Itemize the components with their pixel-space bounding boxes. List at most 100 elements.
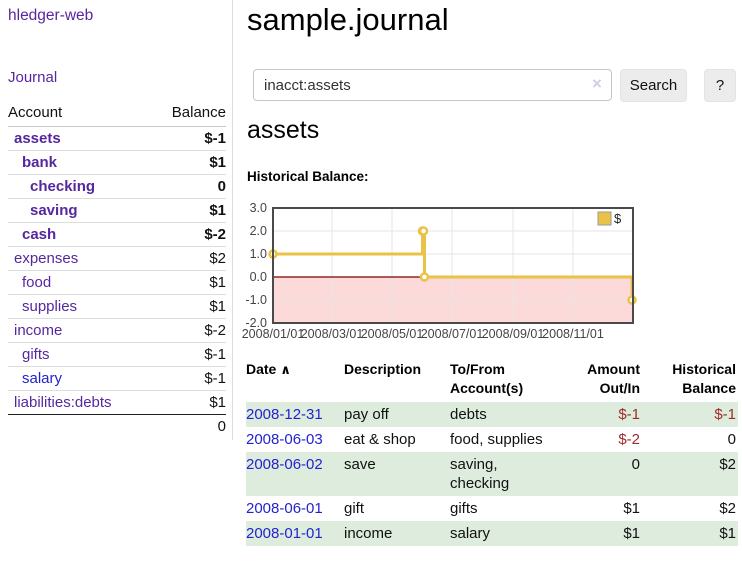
account-balance: $-2 xyxy=(204,322,226,339)
transaction-date-link[interactable]: 2008-01-01 xyxy=(246,525,323,542)
transaction-accounts: debts xyxy=(450,406,487,423)
transaction-balance: $1 xyxy=(719,525,736,542)
x-axis-tick-label: 2008/05/01 xyxy=(361,327,424,341)
transaction-row: 2008-06-02 save saving, checking 0 $2 xyxy=(246,452,738,496)
transaction-date-cell: 2008-12-31 xyxy=(246,402,344,427)
help-button[interactable]: ? xyxy=(704,69,736,102)
account-row: food $1 xyxy=(8,270,226,295)
account-section-title: assets xyxy=(247,116,320,144)
chart-data-point xyxy=(419,272,430,282)
sidebar: hledger-web Journal Account Balance asse… xyxy=(0,0,233,440)
sidebar-account-link[interactable]: salary xyxy=(22,370,63,387)
register-header-amount: Amount Out/In xyxy=(587,361,640,396)
register-header-date[interactable]: Date ∧ xyxy=(246,358,344,402)
transaction-row: 2008-06-03 eat & shop food, supplies $-2 0 xyxy=(246,427,738,452)
account-balance: $-1 xyxy=(204,346,226,363)
transaction-amount: $-1 xyxy=(618,406,640,423)
accounts-total-spacer xyxy=(8,415,151,439)
sidebar-account-link[interactable]: cash xyxy=(22,226,57,243)
x-axis-tick-label: 2008/09/01 xyxy=(482,327,545,341)
account-balance: $1 xyxy=(209,274,226,291)
chart-border xyxy=(272,207,634,324)
sidebar-account-link[interactable]: liabilities:debts xyxy=(14,394,112,411)
register-body: 2008-12-31 pay off debts $-1 $-1 2008-06-03 ea… xyxy=(246,402,738,546)
transaction-accounts: saving, checking xyxy=(450,456,510,492)
sidebar-account-link[interactable]: saving xyxy=(30,202,78,219)
account-row: supplies $1 xyxy=(8,294,226,319)
transaction-date-cell: 2008-06-03 xyxy=(246,427,344,452)
accounts-table: Account Balance assets $-1 bank $1 checking 0… xyxy=(8,100,226,439)
register-header-accounts: To/From Account(s) xyxy=(450,361,524,396)
x-axis-tick-label: 2008/07/01 xyxy=(421,327,484,341)
sidebar-account-link[interactable]: bank xyxy=(22,154,58,171)
sidebar-account-link[interactable]: food xyxy=(22,274,52,291)
transaction-date-cell: 2008-01-01 xyxy=(246,521,344,546)
chart-title-label: Historical Balance: xyxy=(247,169,369,184)
y-axis-tick-label: 1.0 xyxy=(250,247,267,261)
transaction-date-link[interactable]: 2008-06-03 xyxy=(246,431,323,448)
account-balance: $1 xyxy=(209,298,226,315)
account-balance: 0 xyxy=(217,178,226,195)
sidebar-account-link[interactable]: gifts xyxy=(22,346,50,363)
account-row: salary $-1 xyxy=(8,366,226,391)
x-axis-tick-label: 2008/03/01 xyxy=(301,327,364,341)
accounts-header-account: Account xyxy=(8,104,63,121)
transaction-date-link[interactable]: 2008-12-31 xyxy=(246,406,323,423)
x-axis-tick-label: 2008/11/01 xyxy=(542,327,604,341)
transaction-amount: $-2 xyxy=(618,431,640,448)
legend-swatch xyxy=(597,211,612,226)
account-balance: $-1 xyxy=(204,370,226,387)
transaction-balance: $2 xyxy=(719,456,736,473)
sidebar-account-link[interactable]: expenses xyxy=(14,250,79,267)
transaction-accounts: food, supplies xyxy=(450,431,543,448)
app-title-link[interactable]: hledger-web xyxy=(8,7,94,24)
transaction-amount: 0 xyxy=(631,456,640,473)
search-input[interactable] xyxy=(253,69,612,101)
sidebar-item-journal[interactable]: Journal xyxy=(8,69,58,86)
accounts-header-row: Account Balance xyxy=(8,100,226,127)
transaction-accounts: salary xyxy=(450,525,491,542)
transaction-date-link[interactable]: 2008-06-01 xyxy=(246,500,323,517)
historical-balance-chart: $3.0 2.0 1.0 0.0 -1.0 -2.02008/01/012008/03/0… xyxy=(242,201,637,341)
transaction-description: pay off xyxy=(344,406,389,423)
account-row: gifts $-1 xyxy=(8,342,226,367)
accounts-body: assets $-1 bank $1 checking 0 saving $1 cash $-2 e… xyxy=(8,127,226,439)
register-header-row: Date ∧ Description To/From Account(s) Amo… xyxy=(246,358,738,402)
y-axis-tick-label: -1.0 xyxy=(245,293,267,307)
accounts-total-row: 0 xyxy=(8,414,226,439)
account-row: cash $-2 xyxy=(8,222,226,247)
transaction-description: income xyxy=(344,525,393,542)
register-header-description: Description xyxy=(344,361,422,377)
account-balance: $-2 xyxy=(204,226,226,243)
transaction-description: eat & shop xyxy=(344,431,416,448)
account-row: income $-2 xyxy=(8,318,226,343)
account-row: expenses $2 xyxy=(8,246,226,271)
transaction-description: save xyxy=(344,456,376,473)
transaction-amount: $1 xyxy=(623,525,640,542)
transaction-balance: $2 xyxy=(719,500,736,517)
transaction-row: 2008-12-31 pay off debts $-1 $-1 xyxy=(246,402,738,427)
transaction-amount: $1 xyxy=(623,500,640,517)
account-row: saving $1 xyxy=(8,198,226,223)
x-axis-tick-label: 2008/01/01 xyxy=(242,327,305,341)
y-axis-tick-label: 2.0 xyxy=(250,224,267,238)
transaction-date-cell: 2008-06-01 xyxy=(246,496,344,521)
legend-label: $ xyxy=(614,211,622,226)
register-header-date-label: Date xyxy=(246,361,277,377)
account-balance: $2 xyxy=(209,250,226,267)
account-row: bank $1 xyxy=(8,150,226,175)
sidebar-account-link[interactable]: checking xyxy=(30,178,96,195)
sort-ascending-icon: ∧ xyxy=(280,362,291,377)
account-row: checking 0 xyxy=(8,174,226,199)
sidebar-account-link[interactable]: assets xyxy=(14,130,61,147)
sidebar-account-link[interactable]: income xyxy=(14,322,63,339)
register-table: Date ∧ Description To/From Account(s) Amo… xyxy=(246,358,738,546)
transaction-date-link[interactable]: 2008-06-02 xyxy=(246,456,323,473)
transaction-description: gift xyxy=(344,500,365,517)
sidebar-account-link[interactable]: supplies xyxy=(22,298,78,315)
clear-search-icon[interactable]: × xyxy=(592,74,602,93)
search-button[interactable]: Search xyxy=(620,69,687,102)
accounts-header-balance: Balance xyxy=(171,104,226,121)
transaction-row: 2008-06-01 gift gifts $1 $2 xyxy=(246,496,738,521)
register-header-balance: Historical Balance xyxy=(672,361,736,396)
